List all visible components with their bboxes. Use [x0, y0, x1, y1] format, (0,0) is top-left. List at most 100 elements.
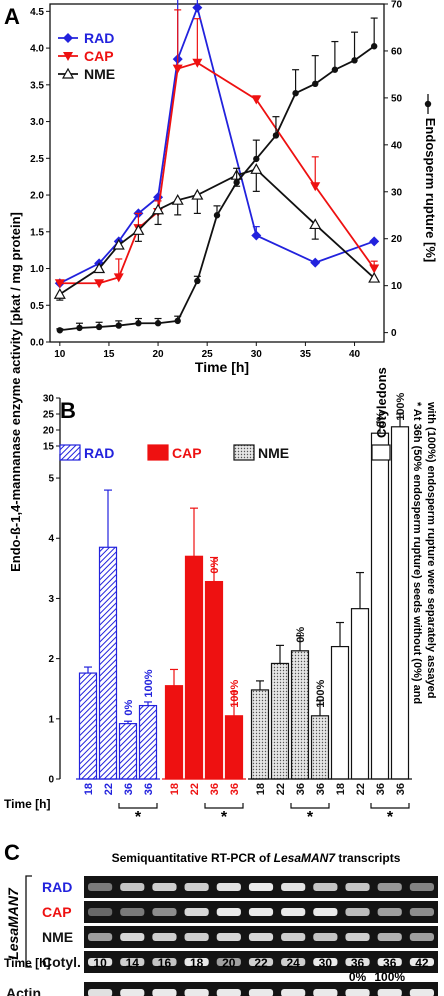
gel-band: [88, 958, 113, 966]
panel-c-title-prefix: Semiquantitative RT-PCR of: [112, 851, 274, 865]
y-tick-label-upper: 25: [43, 410, 55, 421]
gel-band: [313, 908, 338, 916]
panel-a-x-label: Time [h]: [195, 359, 249, 375]
gel-band: [377, 958, 402, 966]
time-label: 10: [93, 956, 107, 970]
gel-band: [120, 883, 145, 891]
time-label: 36: [383, 956, 397, 970]
gene-bracket: [25, 875, 32, 968]
y-tick-label: 1.5: [30, 227, 44, 238]
gel-band: [216, 908, 241, 916]
time-label: 22: [254, 956, 268, 970]
data-point-nme: [309, 218, 322, 230]
gel-band: [152, 958, 177, 966]
bar-time-label: 36: [295, 783, 307, 795]
group-legend-label: NME: [258, 445, 289, 461]
series-line-endosperm-rupture: [59, 45, 375, 332]
panel-c-title-suffix: transcripts: [335, 851, 401, 865]
bar-time-label: 22: [275, 783, 287, 795]
x-tick-label: 10: [54, 349, 66, 360]
time-label: 20: [222, 956, 236, 970]
data-point-cap: [192, 58, 203, 68]
data-point-rupture: [76, 324, 83, 332]
gel-band: [248, 958, 274, 966]
data-point-rad: [369, 236, 380, 247]
bar-cap-0: [164, 685, 184, 780]
data-point-cap: [94, 279, 105, 289]
bar-pct-label: 0%: [295, 627, 307, 643]
panel-c-letter: C: [4, 840, 20, 865]
bar-cotyledons-2: [370, 432, 390, 780]
bar-time-label: 18: [335, 783, 347, 795]
data-point-cap: [310, 182, 321, 192]
data-point-nme: [112, 238, 125, 250]
data-point-rupture: [135, 320, 142, 327]
data-point-cap: [251, 95, 262, 105]
data-point-rupture: [95, 323, 103, 331]
bar-nme-3: [310, 715, 330, 780]
series-line-cap: [59, 61, 375, 285]
data-point-nme: [53, 288, 66, 299]
bar-time-label: 36: [315, 783, 327, 795]
series-line-rad: [59, 4, 375, 285]
group-legend-swatch: [147, 444, 169, 461]
bar-cotyledons-3: [390, 426, 410, 780]
y-tick-label: 0.0: [30, 338, 44, 349]
legend-label: NME: [84, 66, 115, 82]
y-tick-label: 1: [48, 714, 54, 725]
y-tick-label: 4.5: [30, 7, 44, 18]
panel-b-time-label: Time [h]: [4, 797, 50, 811]
bar-pct-label: 0%: [123, 700, 135, 716]
y-tick-label: 3.5: [30, 80, 44, 91]
y2-tick-label: 10: [391, 281, 403, 292]
data-point-rupture: [253, 155, 260, 163]
bar-time-label: 18: [83, 783, 95, 795]
panel-c-title-gene: LesaMAN7: [274, 851, 337, 865]
panel-b-letter: B: [60, 398, 76, 423]
gel-band: [216, 989, 241, 996]
data-point-rupture: [115, 322, 122, 329]
legend-marker-nme: [61, 67, 75, 79]
bar-time-label: 36: [395, 783, 407, 795]
y-tick-label: 2.0: [30, 191, 44, 202]
group-legend-label: Cotyledons: [374, 367, 389, 438]
bar-cotyledons-1: [350, 608, 370, 780]
data-point-rupture: [351, 57, 358, 64]
asterisk: *: [221, 809, 228, 826]
group-legend-swatch: [371, 444, 391, 461]
gel-band: [88, 908, 113, 916]
y-tick-label: 2: [48, 654, 54, 665]
y-tick-label-upper: 20: [43, 426, 55, 437]
data-point-rupture: [272, 132, 280, 139]
bar-nme-2: [290, 650, 310, 780]
x-tick-label: 15: [103, 349, 115, 360]
gel-band: [216, 958, 241, 966]
data-point-cap: [369, 264, 380, 274]
y-tick-label: 2.5: [30, 154, 44, 165]
asterisk: *: [135, 809, 142, 826]
data-point-nme: [132, 224, 145, 235]
data-point-rupture: [174, 317, 181, 325]
gel-band: [409, 958, 434, 966]
gel-band: [409, 883, 434, 891]
y-tick-label: 3.0: [30, 117, 44, 128]
x-tick-label: 40: [349, 349, 361, 360]
y2-tick-label: 70: [391, 0, 403, 11]
y-tick-label: 5: [48, 474, 54, 485]
gel-band: [377, 933, 402, 941]
time-label: 24: [287, 956, 301, 970]
legend-marker-cap: [63, 52, 73, 61]
gel-band: [120, 958, 145, 966]
gel-band: [409, 933, 434, 941]
data-point-rupture: [194, 277, 201, 285]
group-legend-swatch: [233, 444, 255, 461]
panel-c-title: Semiquantitative RT-PCR of LesaMAN7 tran…: [112, 851, 401, 865]
gel-band: [345, 883, 370, 891]
gel-band: [120, 933, 145, 941]
y-tick-label: 3: [48, 594, 54, 605]
x-tick-label: 20: [152, 349, 164, 360]
bar-time-label: 36: [143, 783, 155, 795]
gel-band: [120, 908, 145, 916]
y-tick-label-upper: 30: [43, 394, 55, 405]
gel-band: [184, 958, 209, 966]
